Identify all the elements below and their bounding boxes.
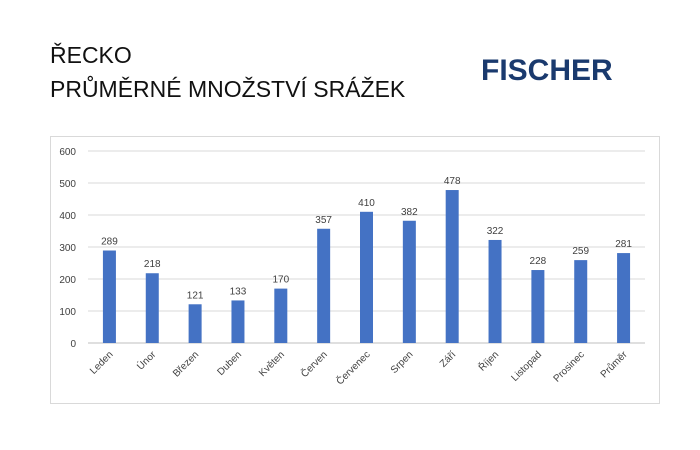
title-line-1: ŘECKO — [50, 42, 132, 68]
x-tick-label: Listopad — [509, 349, 544, 384]
y-tick-label: 200 — [59, 275, 76, 286]
chart-frame — [50, 136, 660, 404]
x-tick-label: Prosinec — [552, 349, 587, 384]
bar — [574, 260, 588, 343]
bar — [102, 250, 116, 343]
y-tick-label: 600 — [59, 147, 76, 158]
fischer-logo: FISCHER — [481, 54, 613, 87]
data-label: 259 — [572, 246, 589, 257]
data-label: 382 — [401, 207, 418, 218]
bar — [360, 211, 373, 343]
y-tick-label: 100 — [59, 307, 76, 318]
x-tick-label: Únor — [134, 347, 159, 372]
title-line-2: PRŮMĚRNÉ MNOŽSTVÍ SRÁŽEK — [50, 76, 406, 102]
bar — [317, 228, 331, 343]
bar — [231, 300, 245, 343]
data-label: 133 — [230, 286, 247, 297]
data-label: 289 — [101, 237, 118, 248]
y-tick-label: 400 — [59, 211, 76, 222]
x-tick-label: Srpen — [389, 349, 416, 376]
data-label: 478 — [444, 176, 461, 187]
x-tick-label: Září — [438, 349, 459, 370]
bar — [188, 304, 202, 343]
data-label: 281 — [615, 239, 632, 250]
x-tick-label: Květen — [257, 349, 287, 379]
x-tick-label: Červenec — [333, 348, 372, 387]
x-tick-label: Průměr — [598, 348, 630, 380]
y-tick-label: 300 — [59, 243, 76, 254]
x-tick-label: Leden — [88, 349, 115, 376]
x-tick-label: Duben — [215, 349, 244, 378]
x-tick-label: Březen — [171, 349, 201, 379]
data-label: 322 — [487, 226, 504, 237]
bar — [145, 273, 159, 343]
data-label: 357 — [315, 215, 332, 226]
x-tick-label: Říjen — [475, 348, 501, 374]
bar — [488, 239, 502, 343]
y-tick-label: 500 — [59, 179, 76, 190]
y-tick-label: 0 — [70, 339, 76, 350]
data-label: 218 — [144, 259, 161, 270]
x-tick-label: Červen — [298, 348, 330, 380]
data-label: 410 — [358, 198, 375, 209]
bar — [531, 270, 545, 343]
bar — [402, 220, 416, 343]
bar — [445, 190, 459, 343]
bar — [617, 253, 631, 343]
data-label: 121 — [187, 290, 204, 301]
data-label: 170 — [272, 275, 289, 286]
bar — [274, 288, 288, 343]
data-label: 228 — [530, 256, 547, 267]
